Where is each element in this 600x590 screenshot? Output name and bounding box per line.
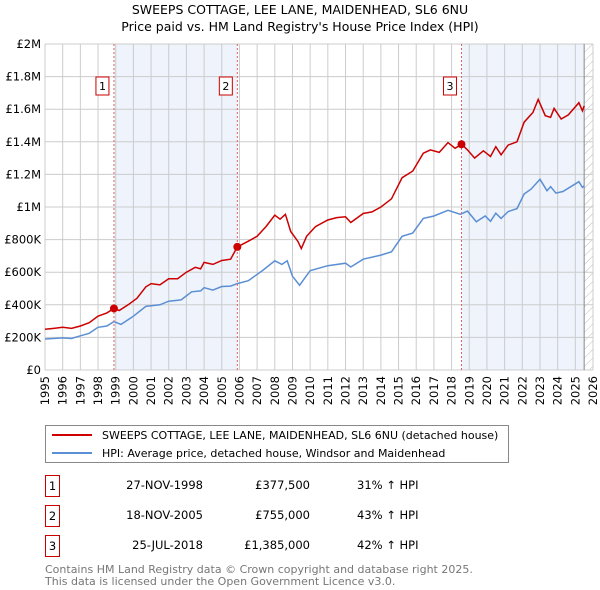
x-tick-label: 2022 — [515, 376, 529, 405]
x-tick-label: 2023 — [533, 376, 547, 405]
series-line-property — [44, 97, 585, 331]
y-tick-label: £1.2M — [5, 167, 41, 181]
transaction-marker: 1 — [45, 475, 60, 497]
transaction-hpi: 42% ↑ HPI — [357, 538, 419, 552]
transaction-row: 1 27-NOV-1998 £377,500 31% ↑ HPI — [45, 475, 445, 497]
x-tick-label: 2001 — [144, 376, 158, 405]
series-line-hpi — [44, 178, 585, 340]
x-tick-label: 2010 — [303, 376, 317, 405]
chart-title: SWEEPS COTTAGE, LEE LANE, MAIDENHEAD, SL… — [131, 2, 469, 17]
legend: SWEEPS COTTAGE, LEE LANE, MAIDENHEAD, SL… — [45, 425, 510, 463]
price-chart: 1995 1996 1997 1998 1999 2000 2001 2002 2003 2004… — [4, 37, 600, 405]
footer-licence: This data is licensed under the Open Gov… — [45, 575, 396, 588]
sale-label: 1 — [99, 80, 106, 93]
y-tick-label: £400K — [4, 298, 41, 312]
x-tick-label: 1997 — [73, 376, 87, 405]
transaction-row: 2 18-NOV-2005 £755,000 43% ↑ HPI — [45, 505, 445, 527]
y-tick-label: £1.8M — [5, 70, 41, 84]
x-tick-label: 1999 — [109, 376, 123, 405]
x-tick-label: 2006 — [232, 376, 246, 405]
x-tick-label: 2020 — [480, 376, 494, 405]
x-tick-label: 2015 — [392, 376, 406, 405]
y-tick-label: £200K — [4, 330, 41, 344]
transaction-hpi: 43% ↑ HPI — [357, 508, 419, 522]
legend-label-hpi: HPI: Average price, detached house, Wind… — [102, 446, 446, 460]
sale-label: 2 — [222, 80, 229, 93]
x-tick-label: 2026 — [586, 376, 600, 405]
transaction-price: £1,385,000 — [244, 538, 310, 552]
transaction-price: £377,500 — [255, 478, 310, 492]
x-tick-label: 1995 — [38, 376, 52, 405]
x-tick-label: 2002 — [162, 376, 176, 405]
y-tick-label: £2M — [16, 37, 41, 51]
sale-label-box — [95, 76, 110, 96]
y-tick-label: £800K — [4, 233, 41, 247]
x-tick-label: 2008 — [268, 376, 282, 405]
x-tick-label: 2012 — [339, 376, 353, 405]
x-tick-label: 2021 — [498, 376, 512, 405]
transaction-marker: 2 — [45, 505, 60, 527]
transaction-row: 3 25-JUL-2018 £1,385,000 42% ↑ HPI — [45, 535, 445, 557]
legend-swatch-hpi — [52, 452, 92, 454]
footer-copyright: Contains HM Land Registry data © Crown c… — [45, 563, 473, 576]
x-tick-label: 2003 — [179, 376, 193, 405]
x-tick-label: 2024 — [551, 376, 565, 405]
x-tick-label: 2016 — [409, 376, 423, 405]
sale-label: 3 — [446, 80, 453, 93]
x-tick-label: 2019 — [462, 376, 476, 405]
transaction-price: £755,000 — [255, 508, 310, 522]
y-tick-label: £1.6M — [5, 102, 41, 116]
x-tick-label: 1998 — [91, 376, 105, 405]
x-tick-label: 2005 — [215, 376, 229, 405]
x-tick-label: 2004 — [197, 376, 211, 405]
y-tick-label: £1M — [16, 200, 41, 214]
x-tick-label: 2014 — [374, 376, 388, 405]
legend-label-property: SWEEPS COTTAGE, LEE LANE, MAIDENHEAD, SL… — [102, 428, 499, 442]
chart-subtitle: Price paid vs. HM Land Registry's House … — [121, 19, 479, 34]
x-tick-label: 2011 — [321, 376, 335, 405]
x-tick-label: 2025 — [568, 376, 582, 405]
x-tick-label: 2007 — [250, 376, 264, 405]
transaction-marker: 3 — [45, 535, 60, 557]
footer: Contains HM Land Registry data © Crown c… — [45, 564, 473, 588]
x-tick-label: 2017 — [427, 376, 441, 405]
sale-point — [457, 140, 466, 149]
y-tick-label: £600K — [4, 265, 41, 279]
sale-label-box — [442, 76, 457, 96]
x-tick-label: 1996 — [56, 376, 70, 405]
legend-item-property: SWEEPS COTTAGE, LEE LANE, MAIDENHEAD, SL… — [52, 426, 498, 444]
x-tick-label: 2000 — [126, 376, 140, 405]
sale-label-box — [218, 76, 233, 96]
legend-item-hpi: HPI: Average price, detached house, Wind… — [52, 444, 498, 462]
x-tick-label: 2013 — [356, 376, 370, 405]
transaction-date: 25-JUL-2018 — [132, 538, 203, 552]
transaction-hpi: 31% ↑ HPI — [357, 478, 419, 492]
legend-swatch-property — [52, 434, 92, 436]
sale-point — [233, 242, 242, 251]
transaction-date: 27-NOV-1998 — [126, 478, 203, 492]
x-tick-label: 2018 — [445, 376, 459, 405]
sale-point — [109, 304, 118, 313]
x-tick-label: 2009 — [285, 376, 299, 405]
y-tick-label: £0 — [26, 363, 41, 377]
y-tick-label: £1.4M — [5, 135, 41, 149]
transaction-date: 18-NOV-2005 — [126, 508, 203, 522]
